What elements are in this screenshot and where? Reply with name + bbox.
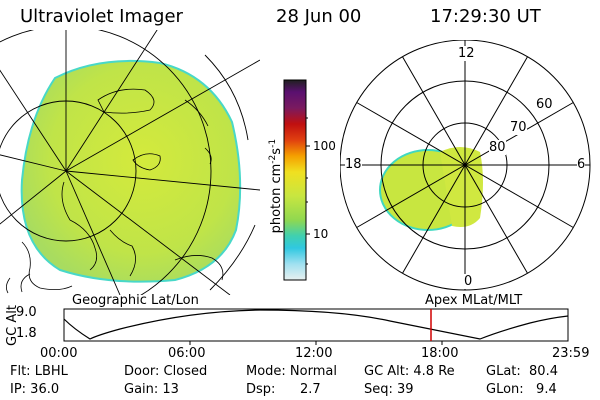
status-gain: Gain: 13 [124,382,179,397]
colorbar-tick-100: 100 [313,139,336,153]
time-tick-1800: 18:00 [421,346,459,361]
time-tick-0600: 06:00 [168,346,206,361]
status-gc-alt: GC Alt: 4.8 Re [364,364,455,379]
geo-aurora-image [20,59,242,283]
lat-lon-grid [0,30,260,295]
mlat-label-70: 70 [510,120,527,135]
observation-date: 28 Jun 00 [276,6,362,27]
altitude-curve [63,309,569,340]
mlt-label-0: 0 [464,274,473,289]
time-tick-0000: 00:00 [40,346,78,361]
mlt-label-6: 6 [577,157,586,172]
geo-panel-label: Geographic Lat/Lon [72,293,199,308]
time-tick-1200: 12:00 [295,346,333,361]
apex-polar-plot [340,40,591,291]
colorbar-tick-10: 10 [313,227,329,241]
status-ip: IP: 36.0 [10,382,60,397]
mlat-label-60: 60 [536,97,553,112]
status-flt: Flt: LBHL [10,364,68,379]
apex-panel-label: Apex MLat/MLT [425,293,523,308]
geographic-projection [0,30,260,295]
time-tick-2359: 23:59 [552,346,590,361]
status-dsp-label: Dsp: [246,382,276,397]
altitude-timeline [63,308,569,345]
mlt-label-18: 18 [345,157,362,172]
observation-time: 17:29:30 UT [430,6,541,27]
altitude-tick-high: 9.0 [16,305,37,320]
status-seq: Seq: 39 [364,382,414,397]
altitude-tick-low: 1.8 [16,326,37,341]
status-dsp-value: 2.7 [300,382,321,397]
status-glat: GLat: 80.4 [486,364,558,379]
mlt-label-12: 12 [458,46,475,61]
status-mode: Mode: Normal [246,364,337,379]
instrument-title: Ultraviolet Imager [20,6,183,27]
status-door: Door: Closed [124,364,208,379]
apex-grid [340,40,591,291]
mlat-label-80: 80 [489,140,506,155]
colorbar-unit-label: photon cm-2s-1 [267,138,285,234]
status-glon: GLon: 9.4 [486,382,557,397]
colorbar [283,79,310,281]
